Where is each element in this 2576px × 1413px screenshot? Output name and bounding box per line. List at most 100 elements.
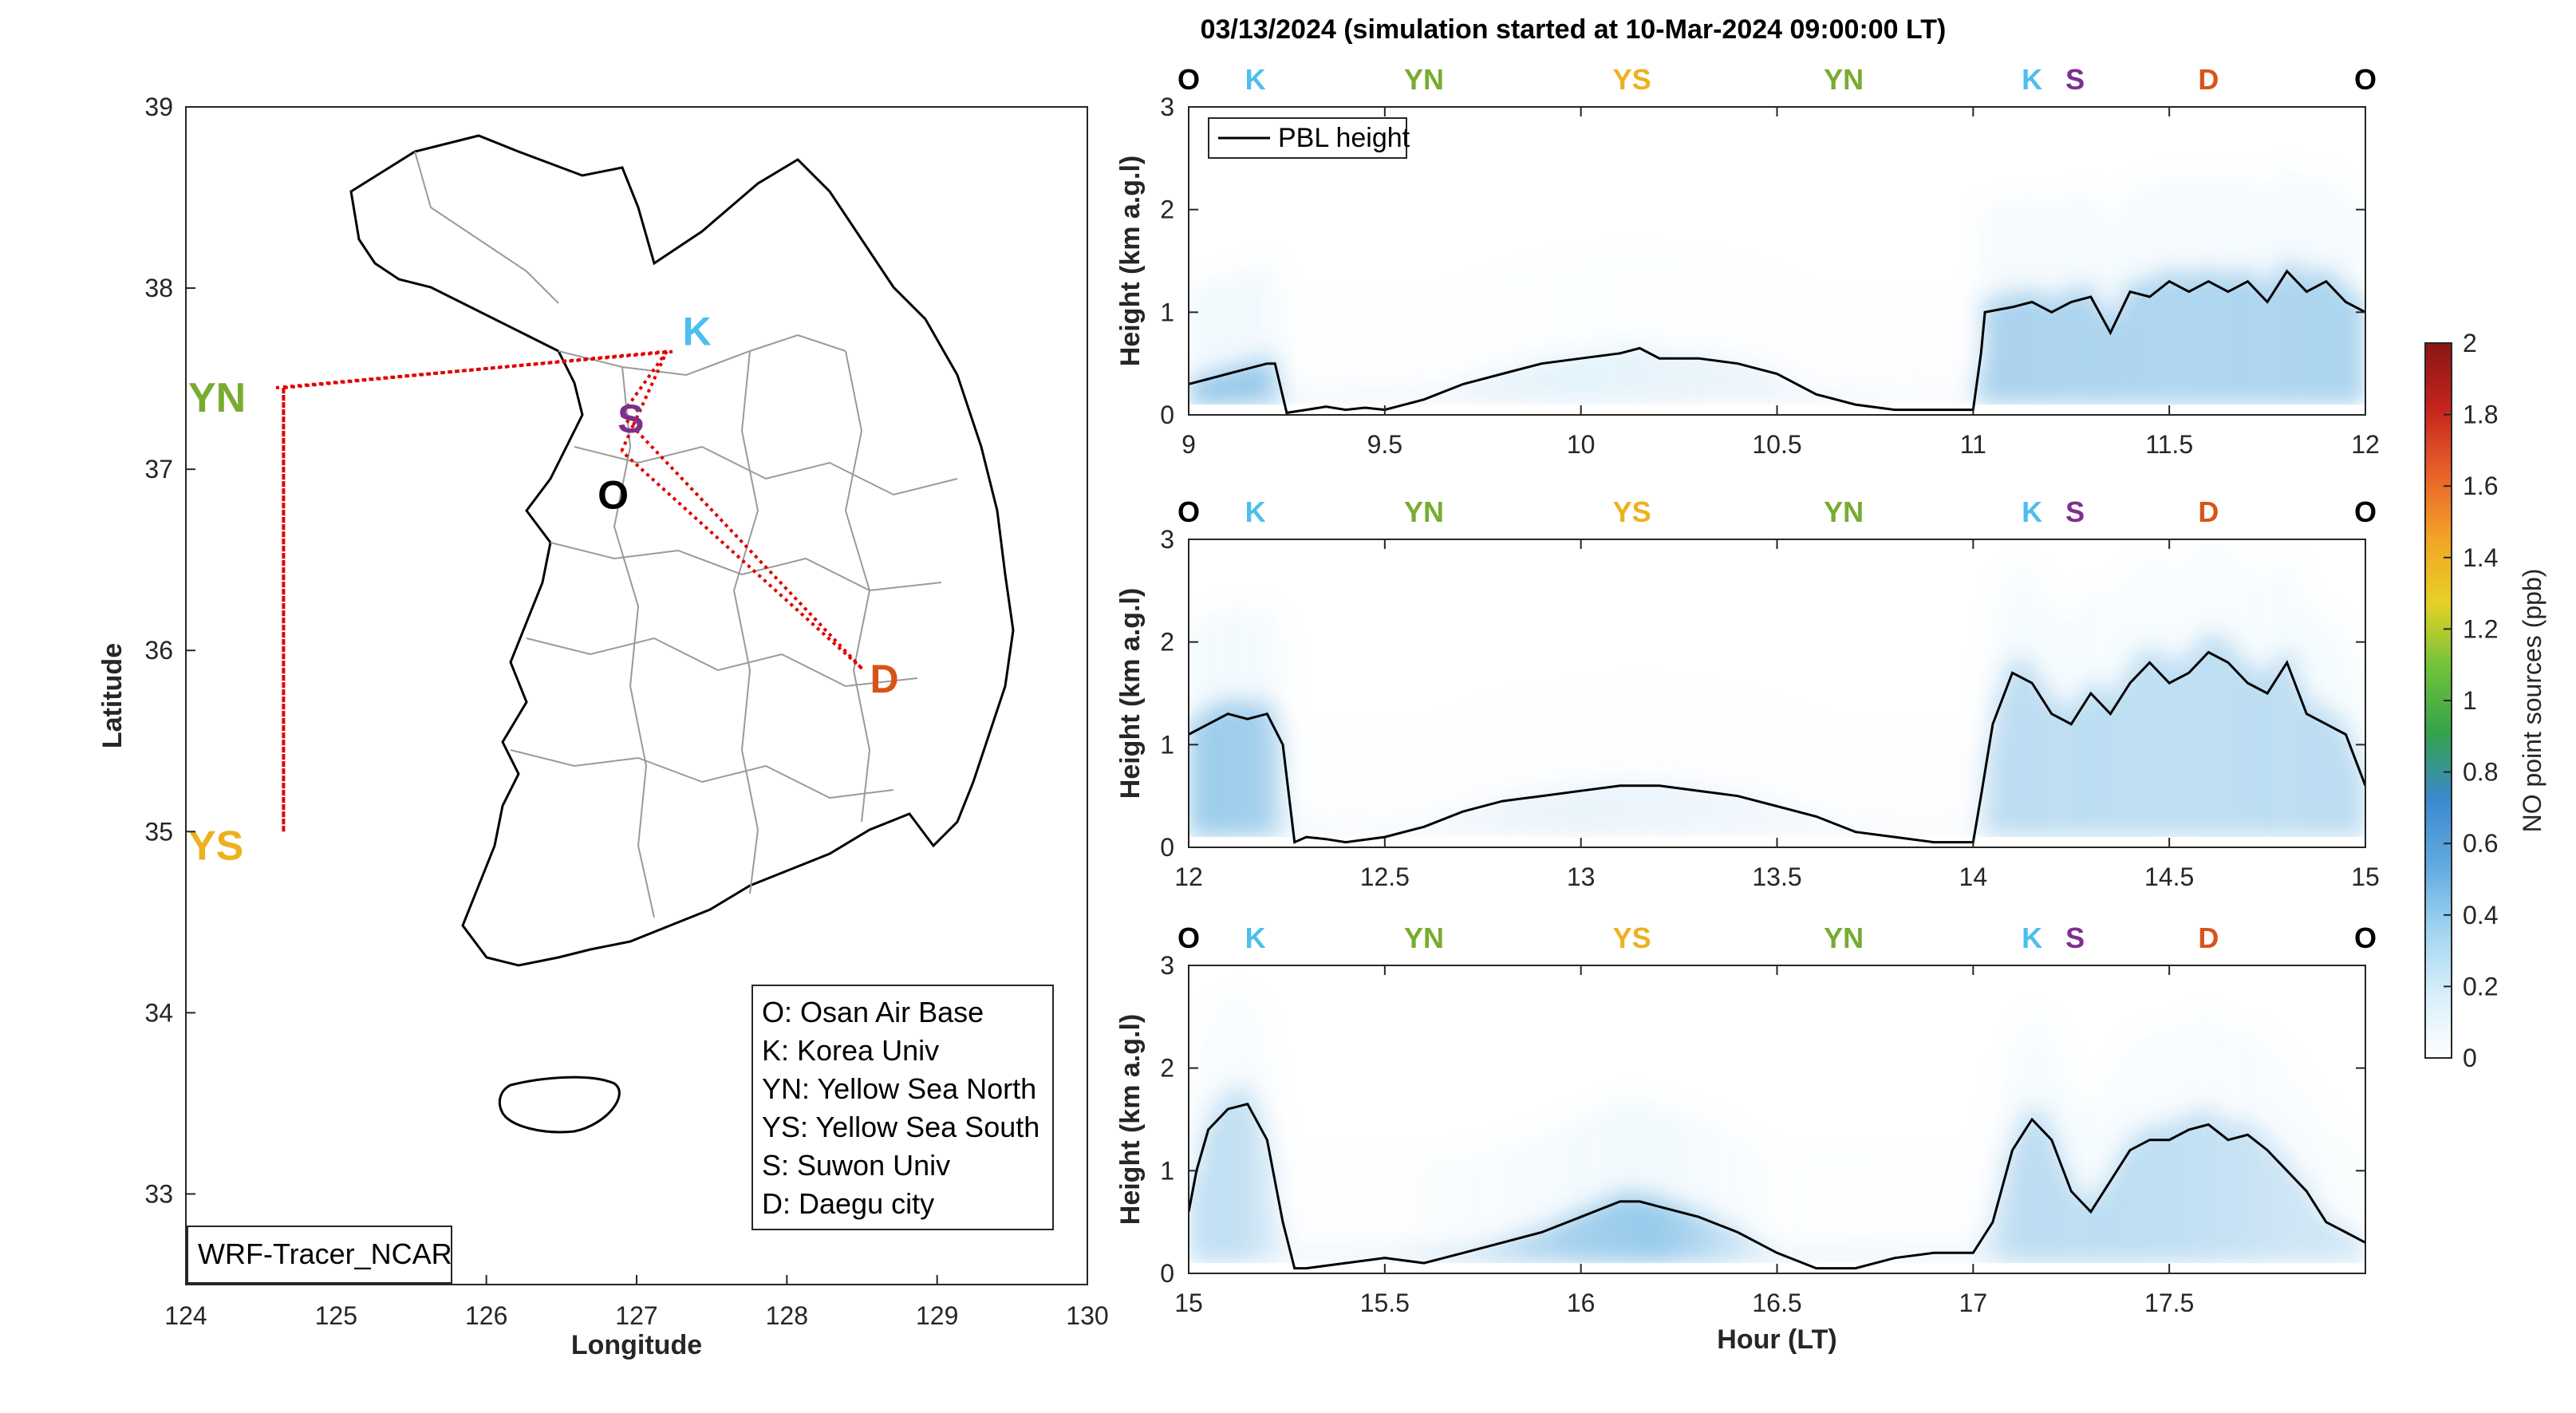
shading-haze [2012, 562, 2023, 655]
shading-haze [1738, 1138, 1749, 1230]
shading-column [2208, 1111, 2219, 1264]
shading-column [1825, 389, 1837, 405]
shading-haze [1669, 688, 1679, 780]
shading-haze [1385, 1155, 1395, 1248]
x-tick-label: 16 [1567, 1289, 1596, 1317]
shading-column [2227, 1122, 2239, 1264]
shading-haze [1444, 294, 1454, 387]
shading-column [2081, 683, 2092, 838]
site-marker-k: K [1245, 63, 1266, 96]
shading-column [2199, 1107, 2210, 1264]
shading-column [1326, 389, 1337, 405]
shading-column [2061, 706, 2073, 838]
model-label: WRF-Tracer_NCAR [198, 1237, 452, 1270]
y-tick-label: 2 [1160, 195, 1174, 224]
x-tick-label: 9 [1181, 430, 1196, 459]
pbl-height-line [1189, 1102, 2365, 1270]
y-tick-label: 0 [1160, 1259, 1174, 1288]
y-tick-label: 1 [1160, 730, 1174, 759]
shading-haze [2012, 1034, 2023, 1127]
shading-haze [1817, 723, 1827, 815]
shading-column [1875, 1247, 1886, 1264]
shading-haze [1551, 1128, 1563, 1222]
shading-column [1767, 799, 1778, 838]
shading-haze [2101, 599, 2112, 693]
shading-haze [1541, 1132, 1552, 1226]
shading-haze [2238, 565, 2249, 658]
site-legend-entry: YS: Yellow Sea South [762, 1111, 1039, 1143]
shading-column [2071, 701, 2082, 838]
shading-haze [1483, 708, 1493, 800]
shading-column [1767, 367, 1778, 405]
map-y-axis-label: Latitude [97, 643, 128, 748]
shading-column [2012, 654, 2023, 838]
shading-haze [1659, 687, 1670, 780]
shading-haze [1718, 1128, 1730, 1222]
shading-haze [1296, 1155, 1307, 1248]
shading-haze [2227, 1030, 2239, 1123]
shading-haze [1228, 995, 1239, 1088]
shading-column [2120, 288, 2131, 405]
shading-column [1189, 717, 1200, 838]
shading-haze [1208, 614, 1219, 707]
shading-column [2110, 1161, 2121, 1264]
shading-column [1189, 378, 1200, 405]
shading-column [1473, 803, 1484, 838]
shading-haze [1512, 1142, 1523, 1235]
map-x-tick-label: 128 [766, 1301, 808, 1330]
shading-haze [1434, 1155, 1445, 1248]
shading-column [1267, 708, 1278, 838]
shading-haze [1954, 729, 1964, 822]
shading-column [1728, 357, 1739, 405]
shading-haze [1443, 1155, 1454, 1248]
shading-column [1728, 789, 1739, 838]
shading-haze [1424, 297, 1434, 389]
shading-column [1738, 791, 1749, 838]
x-tick-label: 11 [1960, 430, 1986, 459]
shading-haze [1600, 255, 1611, 348]
x-tick-label: 15.5 [1360, 1289, 1410, 1317]
shading-column [1580, 1208, 1592, 1264]
shading-column [2120, 1143, 2131, 1264]
map-x-tick-label: 124 [164, 1301, 207, 1330]
shading-column [1630, 778, 1641, 838]
shading-column [1375, 821, 1386, 838]
shading-haze [1669, 1110, 1680, 1203]
shading-haze [2267, 187, 2278, 280]
shading-haze [2149, 1031, 2160, 1124]
shading-column [1923, 821, 1935, 838]
shading-haze [1385, 729, 1395, 822]
shading-column [2169, 268, 2180, 405]
shading-haze [2238, 1027, 2249, 1120]
site-marker-o: O [1178, 63, 1200, 96]
shading-column [1414, 821, 1425, 838]
x-tick-label: 14 [1959, 862, 1988, 891]
shading-column [2101, 692, 2112, 838]
site-marker-k: K [2022, 922, 2042, 954]
shading-haze [1335, 729, 1346, 822]
shading-haze [2218, 545, 2229, 638]
shading-haze [1513, 701, 1523, 794]
shading-column [2286, 259, 2298, 405]
map-x-axis-label: Longitude [571, 1330, 702, 1360]
shading-haze [2267, 1048, 2278, 1142]
shading-haze [2277, 556, 2288, 649]
shading-haze [1590, 1111, 1602, 1204]
shading-column [1355, 1247, 1367, 1264]
shading-column [1659, 779, 1671, 838]
shading-haze [1915, 1155, 1925, 1248]
model-label-box: WRF-Tracer_NCAR [187, 1226, 452, 1284]
shading-column [1335, 821, 1347, 838]
shading-column [2296, 270, 2308, 405]
site-legend-entry: K: Korea Univ [762, 1034, 939, 1067]
shading-column [1639, 778, 1651, 838]
shading-haze [1718, 695, 1729, 787]
shading-haze [2336, 190, 2347, 283]
shading-haze [2277, 1060, 2288, 1153]
shading-column [1698, 1212, 1710, 1264]
shading-haze [1963, 729, 1974, 822]
shading-haze [1522, 270, 1533, 362]
shading-haze [1316, 729, 1327, 822]
shading-column [2081, 1198, 2092, 1264]
